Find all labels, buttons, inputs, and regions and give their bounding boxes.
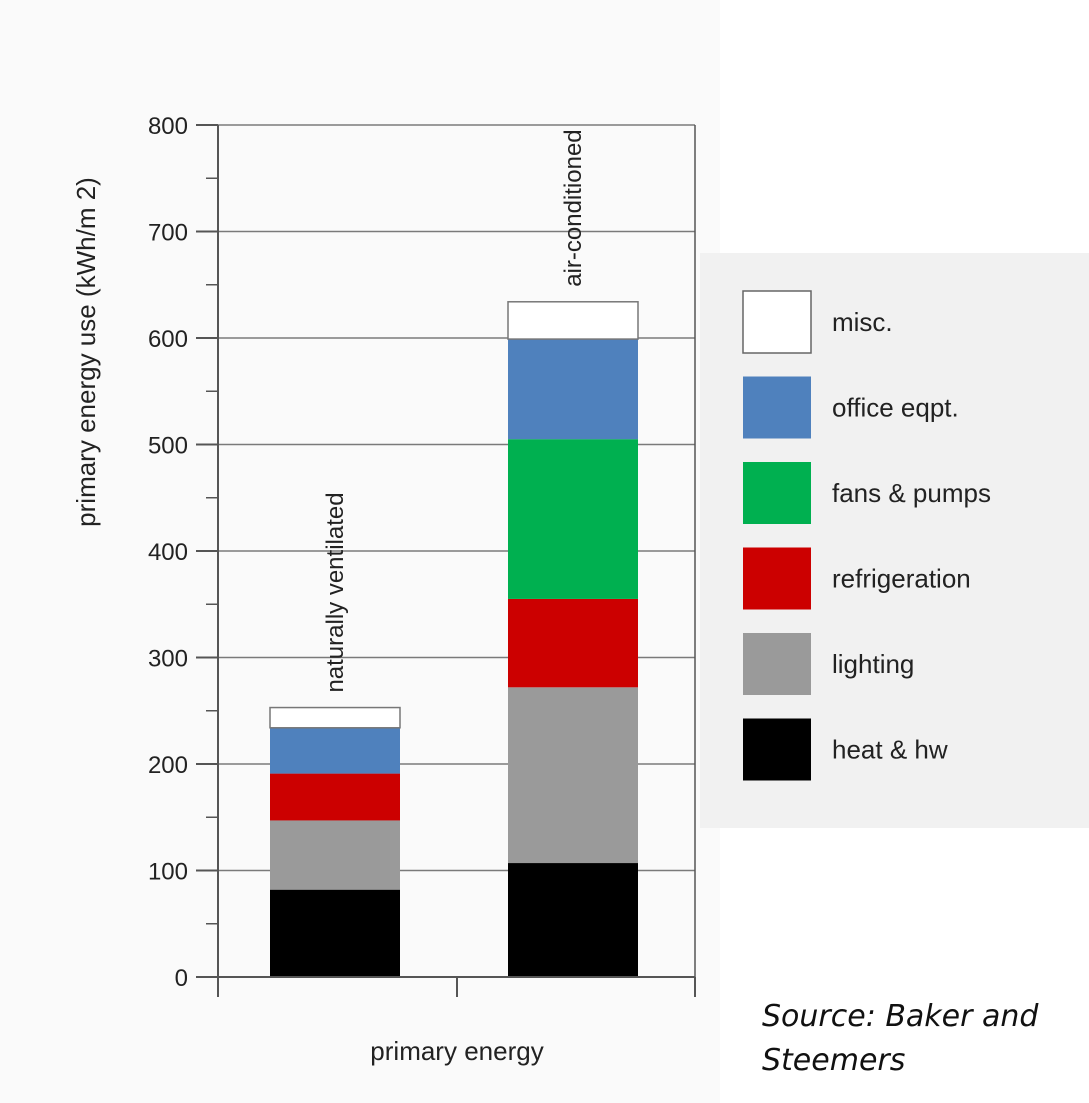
bar-segment-lighting-1 (270, 820, 400, 890)
bar-segment-office-eqpt--1 (270, 727, 400, 774)
y-tick-label: 600 (148, 326, 188, 353)
legend-label: lighting (832, 649, 914, 679)
bar-segment-lighting-2 (508, 687, 638, 864)
legend-label: fans & pumps (832, 478, 991, 508)
y-tick-label: 500 (148, 433, 188, 460)
y-tick-label: 700 (148, 220, 188, 247)
bar-segment-fans-pumps-2 (508, 439, 638, 599)
source-caption: Source: Baker and Steemers (762, 999, 1039, 1078)
bar-category-labels: naturally ventilated air-conditioned (322, 129, 587, 692)
y-axis-title: primary energy use (kWh/m 2) (71, 177, 101, 527)
y-axis-ticks: 0 100 200 300 400 500 600 700 800 (148, 113, 218, 992)
legend-swatch-heat-hw (743, 718, 811, 781)
y-tick-label: 100 (148, 859, 188, 886)
bar-segment-heat-hw-1 (270, 889, 400, 977)
legend-swatch-office-eqpt- (743, 376, 811, 439)
legend: misc. office eqpt. fans & pumps refrigerati… (742, 290, 991, 781)
y-tick-label: 0 (175, 965, 188, 992)
legend-swatch-misc- (742, 290, 812, 354)
legend-swatch-refrigeration (743, 547, 811, 610)
bar-category-label-2: air-conditioned (560, 129, 587, 286)
bar-segment-office-eqpt--2 (508, 339, 638, 440)
bar-segment-heat-hw-2 (508, 863, 638, 977)
legend-label: heat & hw (832, 735, 948, 765)
y-tick-label: 400 (148, 539, 188, 566)
bars (269, 301, 639, 977)
legend-label: refrigeration (832, 564, 971, 594)
legend-label: misc. (832, 307, 893, 337)
bar-segment-refrigeration-2 (508, 598, 638, 688)
bar-segment-refrigeration-1 (270, 773, 400, 821)
bar-segment-misc--2 (507, 301, 639, 340)
bar-segment-misc--1 (269, 706, 401, 729)
x-axis-title: primary energy (370, 1036, 543, 1066)
legend-swatch-fans-pumps (743, 462, 811, 524)
y-tick-label: 200 (148, 752, 188, 779)
y-tick-label: 800 (148, 113, 188, 140)
legend-label: office eqpt. (832, 393, 959, 423)
y-tick-label: 300 (148, 646, 188, 673)
bar-category-label-1: naturally ventilated (322, 492, 349, 692)
legend-swatch-lighting (743, 633, 811, 695)
